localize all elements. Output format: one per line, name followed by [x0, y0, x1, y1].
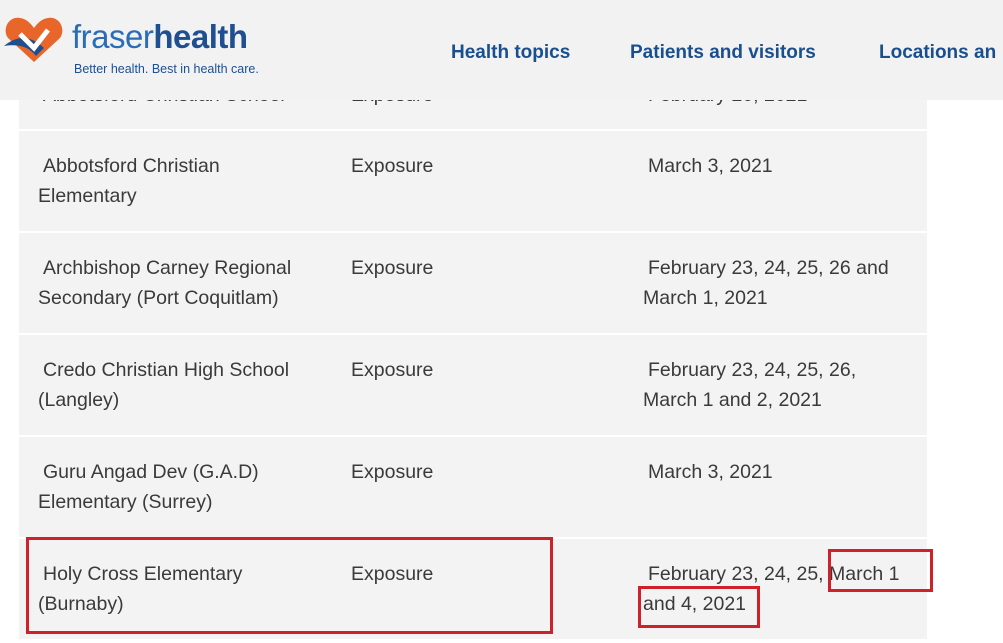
highlight-box	[828, 549, 933, 592]
school-name: Archbishop Carney Regional Secondary (Po…	[38, 257, 292, 309]
school-name: Credo Christian High School (Langley)	[38, 359, 290, 411]
table-row: Abbotsford Christian Elementary Exposure M…	[19, 131, 927, 233]
school-name: Guru Angad Dev (G.A.D) Elementary (Surre…	[38, 461, 259, 513]
exposure-dates: February 23, 24, 25, March 1 and 4, 2021	[643, 563, 900, 615]
school-name: Holy Cross Elementary (Burnaby)	[38, 563, 243, 615]
exposure-dates: March 3, 2021	[648, 155, 773, 177]
exposure-dates: February 23, 24, 25, 26 and March 1, 202…	[643, 257, 889, 309]
school-name: Abbotsford Christian Elementary	[38, 155, 220, 207]
tagline: Better health. Best in health care.	[74, 62, 259, 76]
table-row: Guru Angad Dev (G.A.D) Elementary (Surre…	[19, 437, 927, 539]
site-header: fraserhealth Better health. Best in heal…	[0, 0, 1003, 100]
exposure-dates: March 3, 2021	[648, 461, 773, 483]
exposure-type: Exposure	[351, 155, 434, 177]
highlight-box	[638, 586, 760, 628]
logo-part: fraser	[72, 18, 154, 55]
nav-link[interactable]: Locations an	[879, 42, 997, 63]
nav-link[interactable]: Patients and visitors	[630, 42, 816, 63]
exposure-dates: February 23, 24, 25, 26, March 1 and 2, …	[643, 359, 857, 411]
exposure-type: Exposure	[351, 461, 434, 483]
logo-icon[interactable]	[0, 12, 70, 72]
exposure-type: Exposure	[351, 359, 434, 381]
logo-part: health	[153, 18, 248, 55]
table-row: Credo Christian High School (Langley) Exp…	[19, 335, 927, 437]
table-row: Archbishop Carney Regional Secondary (Po…	[19, 233, 927, 335]
nav-link[interactable]: Health topics	[451, 42, 571, 63]
table-row: Holy Cross Elementary (Burnaby) Exposure F…	[19, 539, 927, 641]
logo-text[interactable]: fraserhealth	[72, 18, 248, 56]
exposure-type: Exposure	[351, 257, 434, 279]
exposure-type: Exposure	[351, 563, 434, 585]
highlight-box	[26, 537, 553, 634]
